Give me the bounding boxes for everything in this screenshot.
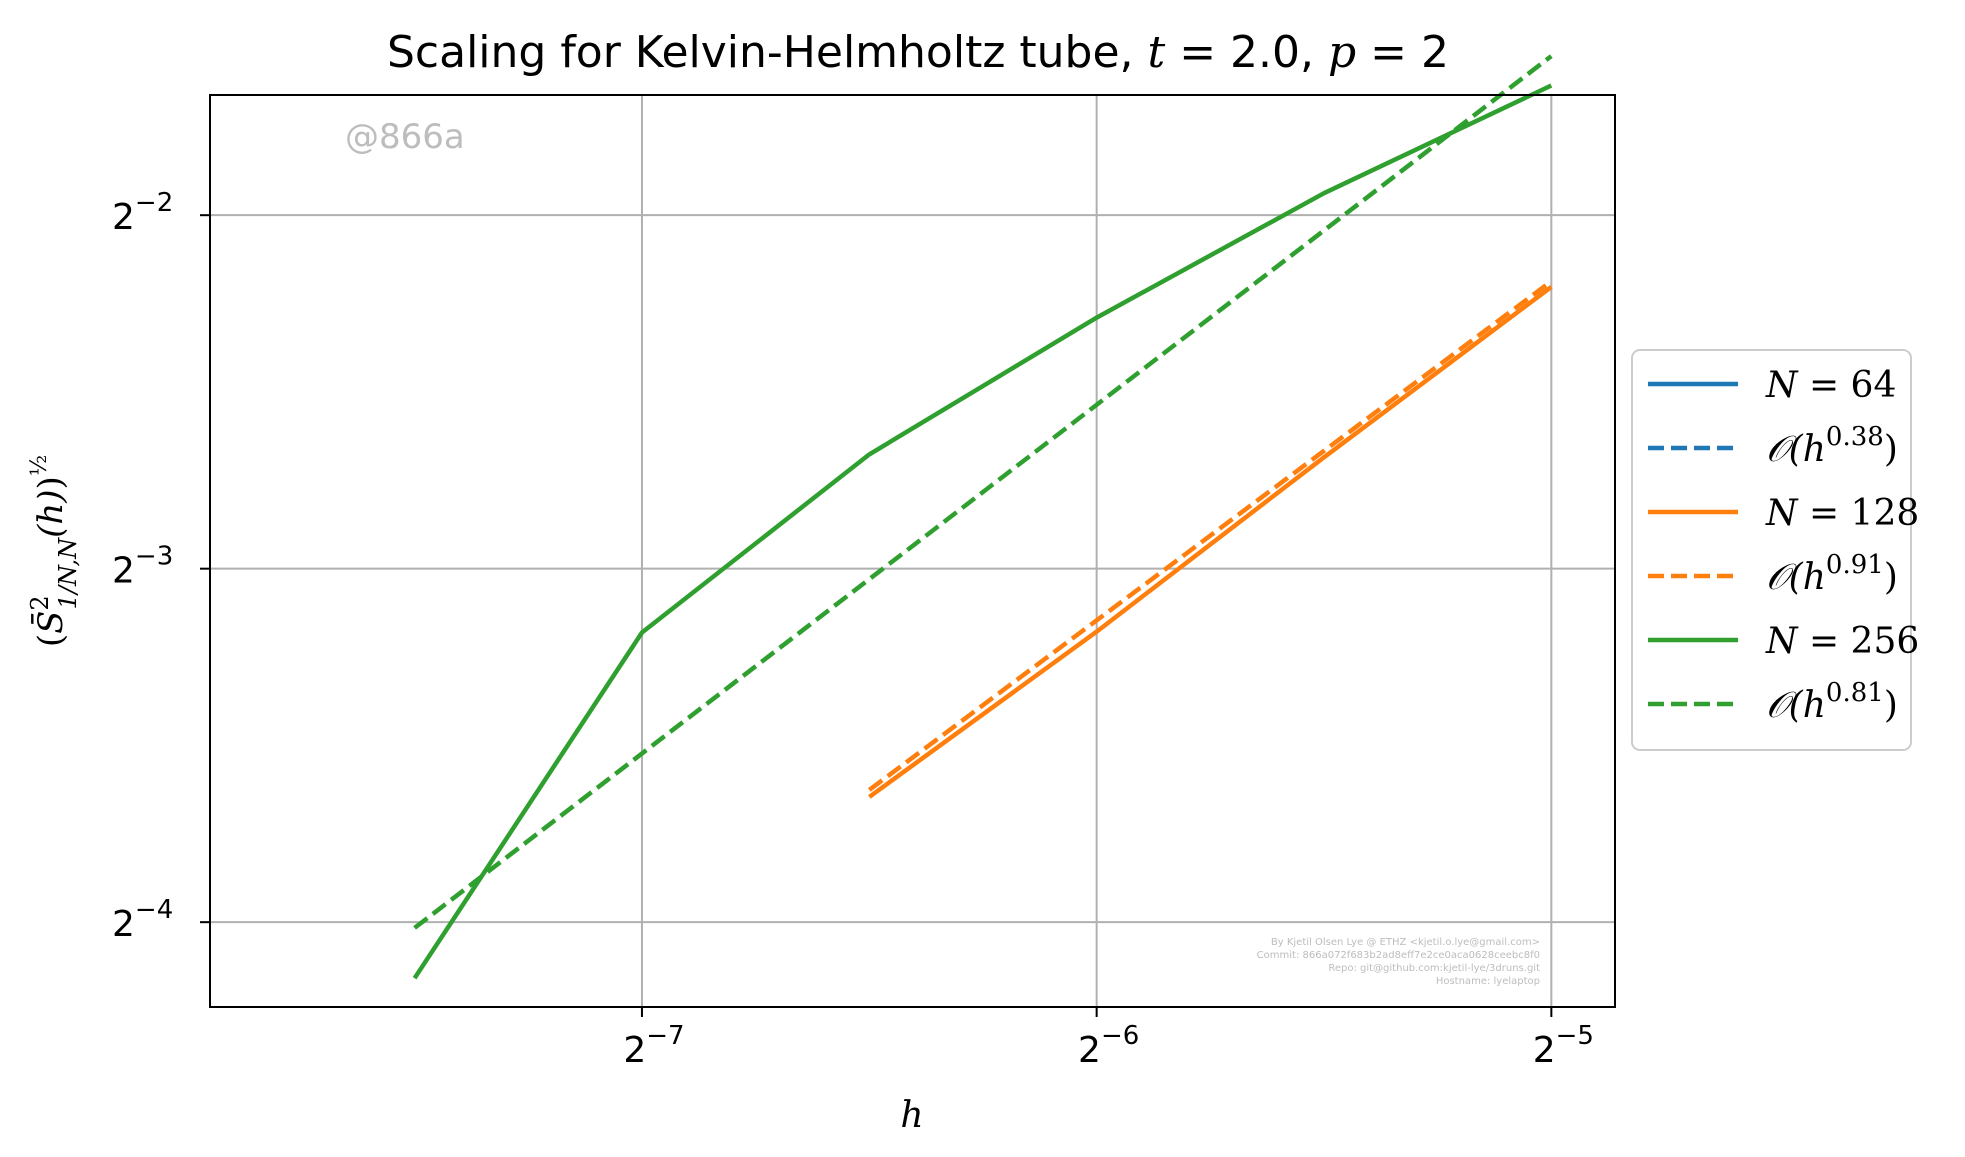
credits: By Kjetil Olsen Lye @ ETHZ <kjetil.o.lye… bbox=[1257, 937, 1540, 987]
series-line-4 bbox=[412, 83, 1553, 980]
legend: N = 64 𝒪(h0.38) N = 128 𝒪(h0.91) N = 256 𝒪(h0… bbox=[1631, 349, 1919, 751]
series-line-3 bbox=[867, 279, 1553, 792]
legend-label: 𝒪(h0.38) bbox=[1766, 422, 1898, 470]
x-ticks: 2−7 2−6 2−5 bbox=[623, 1007, 1594, 1071]
legend-label: 𝒪(h0.91) bbox=[1766, 550, 1898, 598]
y-ticks: 2−4 2−3 2−2 bbox=[112, 188, 210, 945]
x-tick-label: 2−7 bbox=[623, 1021, 684, 1071]
y-tick-label: 2−2 bbox=[112, 188, 173, 238]
credit-line: Hostname: lyelaptop bbox=[1436, 976, 1540, 987]
legend-label: 𝒪(h0.81) bbox=[1766, 678, 1898, 726]
x-tick-label: 2−5 bbox=[1533, 1021, 1594, 1071]
x-tick-label: 2−6 bbox=[1078, 1021, 1139, 1071]
legend-label: N = 128 bbox=[1765, 493, 1919, 534]
x-axis-label: h bbox=[900, 1095, 923, 1136]
y-axis-label: (S̄21/N,N(h))½ bbox=[26, 455, 82, 647]
svg-text:(S̄21/N,N(h))½: (S̄21/N,N(h))½ bbox=[26, 455, 82, 647]
credit-line: Repo: git@github.com:kjetil-lye/3druns.g… bbox=[1328, 963, 1540, 974]
y-tick-label: 2−4 bbox=[112, 895, 173, 945]
series-line-2 bbox=[867, 285, 1553, 799]
legend-label: N = 256 bbox=[1765, 621, 1919, 662]
grid bbox=[210, 95, 1615, 1007]
credit-line: By Kjetil Olsen Lye @ ETHZ <kjetil.o.lye… bbox=[1271, 937, 1540, 948]
credit-line: Commit: 866a072f683b2ad8eff7e2ce0aca0628… bbox=[1257, 950, 1540, 961]
watermark: @866a bbox=[345, 117, 465, 157]
legend-label: N = 64 bbox=[1765, 365, 1896, 406]
chart-title: Scaling for Kelvin-Helmholtz tube, t = 2… bbox=[387, 27, 1449, 78]
series-layer bbox=[412, 54, 1553, 980]
y-tick-label: 2−3 bbox=[112, 542, 173, 592]
plot-frame bbox=[209, 94, 1616, 1008]
series-line-5 bbox=[413, 54, 1553, 930]
